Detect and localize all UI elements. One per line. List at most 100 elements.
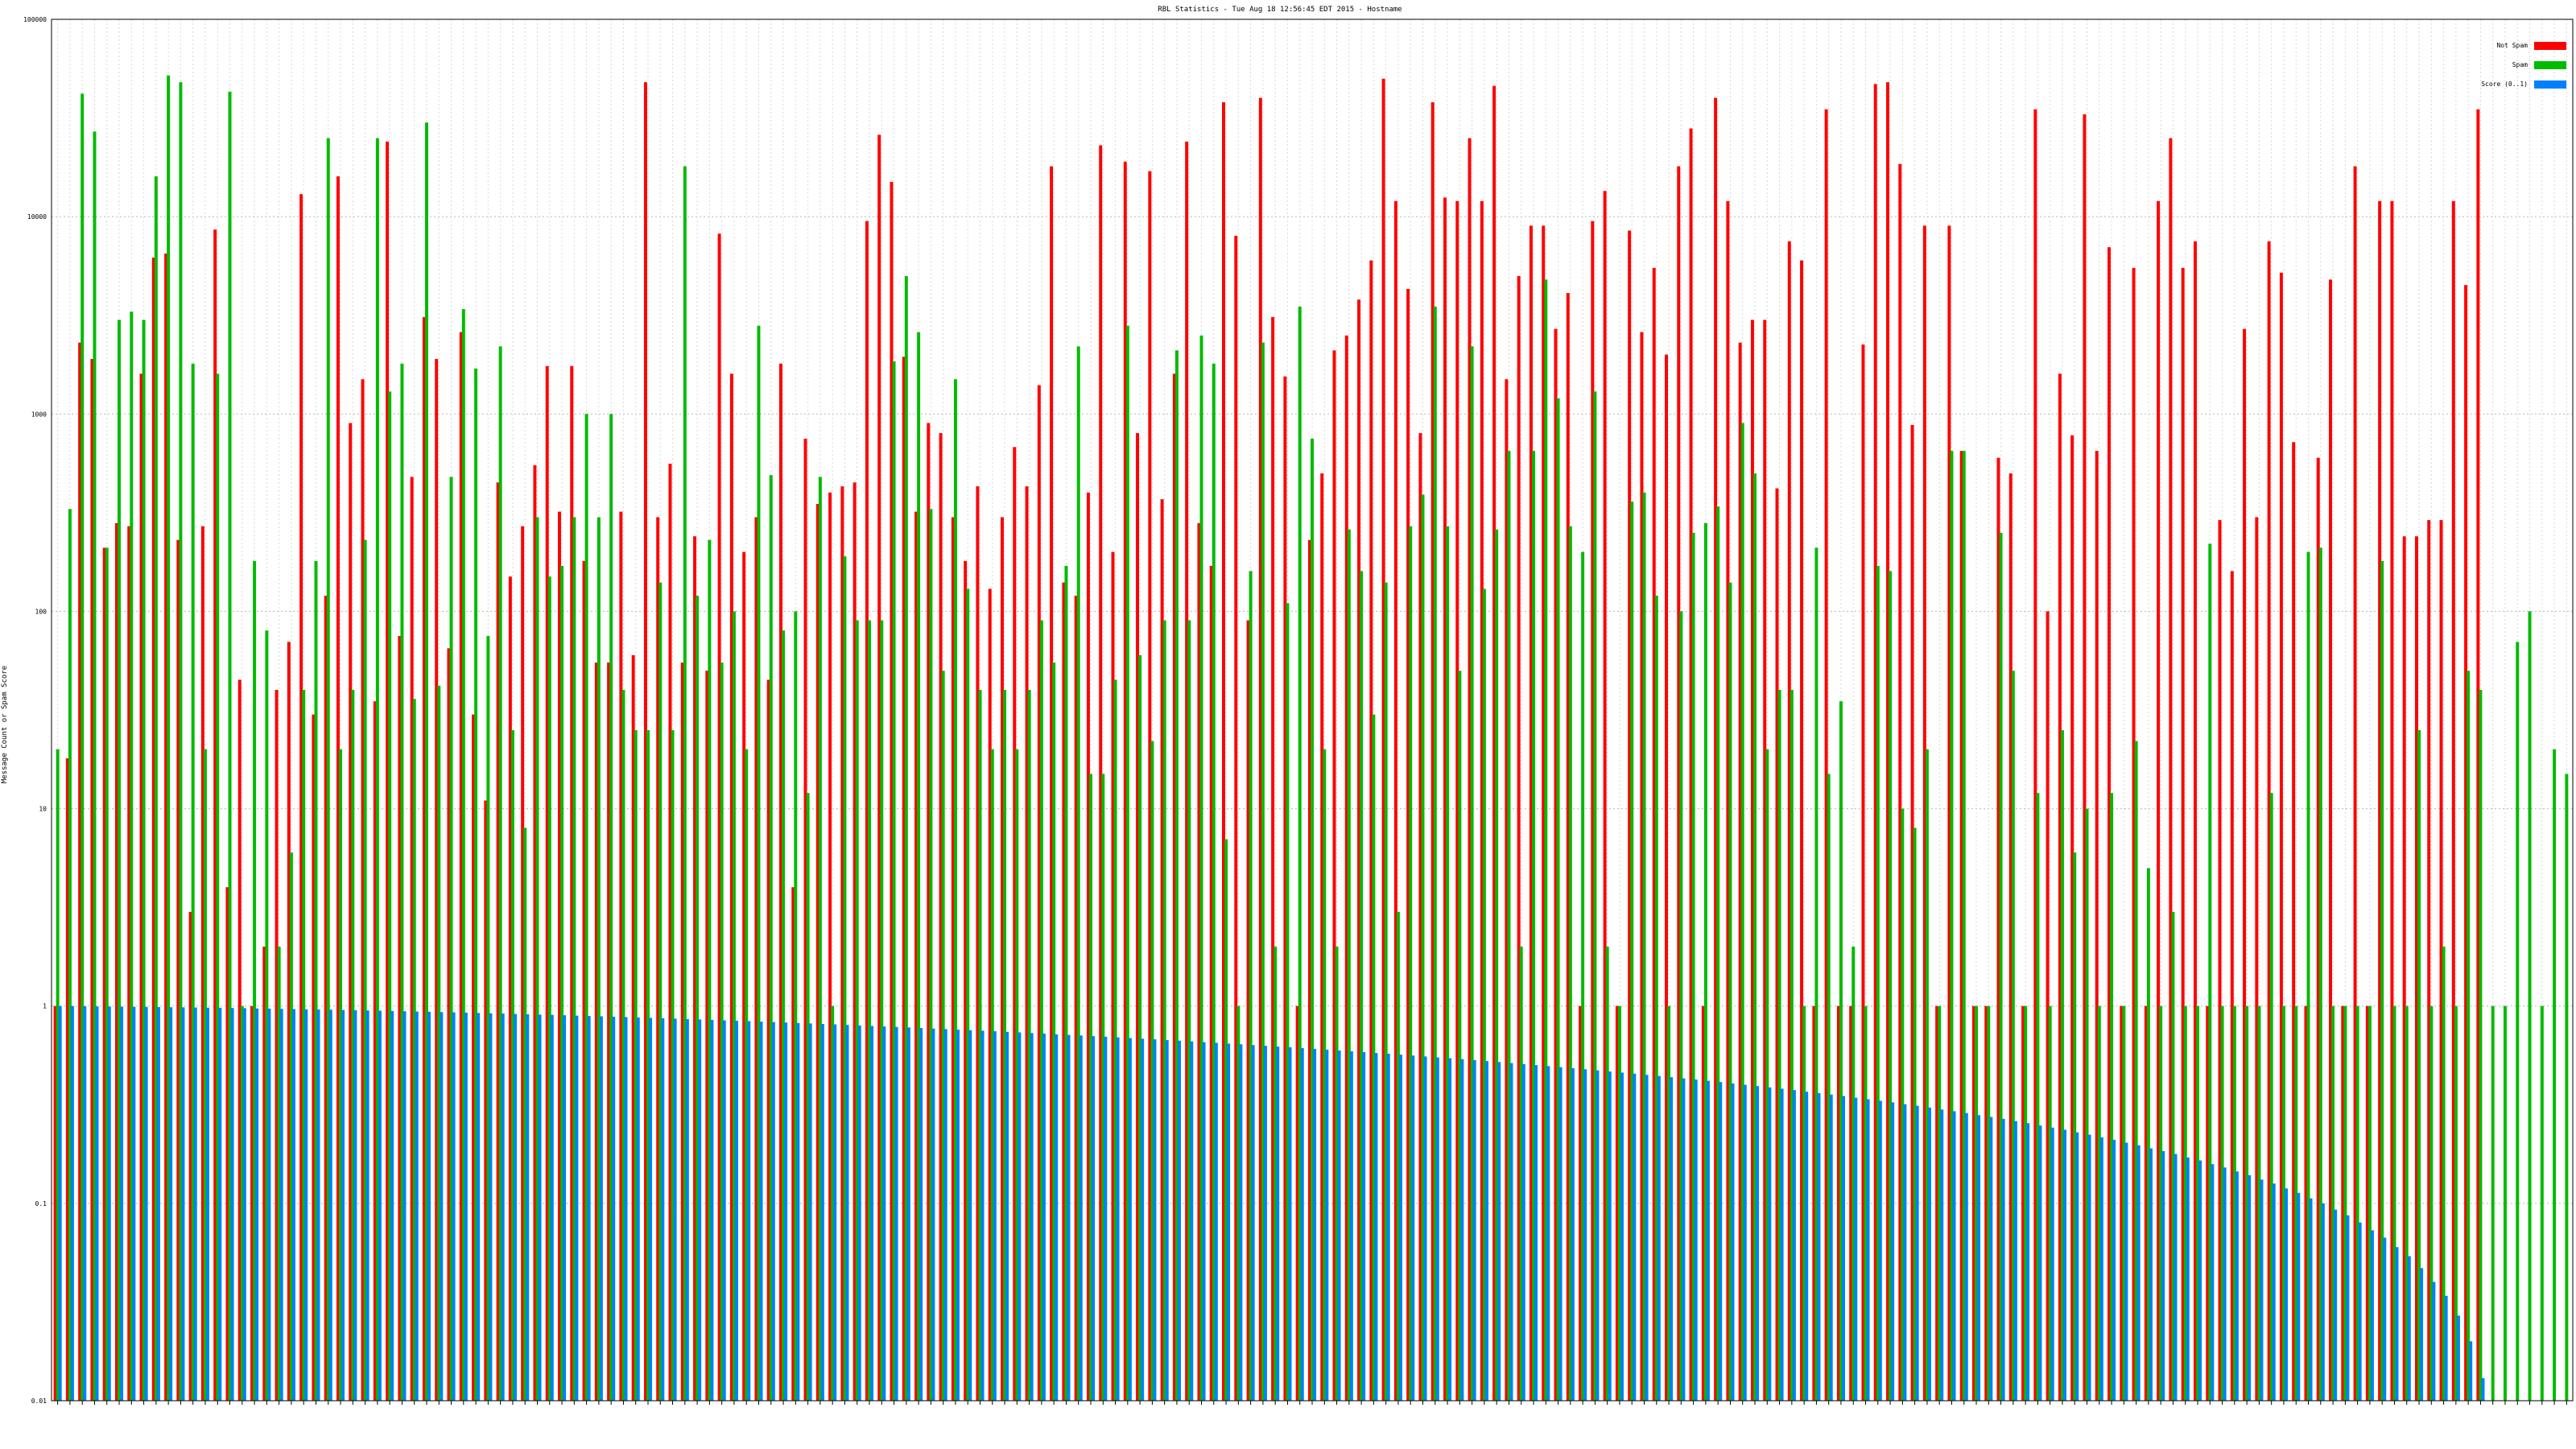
bar (1381, 78, 1385, 1401)
bar (1849, 1005, 1853, 1401)
bar (865, 221, 869, 1401)
bar (2146, 868, 2150, 1401)
bar (2220, 1005, 2224, 1401)
bar (1027, 689, 1031, 1401)
bar (1558, 1067, 1563, 1401)
bar (1190, 1041, 1194, 1401)
bar (840, 486, 844, 1401)
bar (2060, 730, 2064, 1401)
bar (2503, 1005, 2507, 1401)
bar (1236, 1005, 1241, 1401)
bar (2021, 1005, 2025, 1401)
bar (1964, 1113, 1968, 1401)
bar (2321, 1203, 2325, 1401)
bar (2193, 241, 2197, 1401)
bar (474, 368, 478, 1401)
bar (1261, 342, 1265, 1401)
bar (2407, 1256, 2411, 1401)
bar (890, 181, 894, 1401)
bar (1962, 451, 1966, 1401)
bar (1839, 701, 1843, 1401)
bar (365, 1010, 369, 1401)
bar (1546, 1066, 1550, 1401)
bar (722, 1020, 726, 1401)
bar (2491, 1005, 2495, 1401)
bar (2329, 279, 2333, 1401)
bar (636, 1017, 640, 1401)
bar (2516, 642, 2520, 1401)
bar (698, 1019, 702, 1401)
y-tick-label: 0.1 (35, 1200, 47, 1208)
bar (2026, 1123, 2030, 1401)
bar (1411, 1055, 1415, 1401)
bar (2235, 1171, 2239, 1401)
bar (1765, 749, 1769, 1401)
bar (1209, 565, 1213, 1401)
bar (118, 320, 122, 1401)
bar (2390, 200, 2394, 1401)
bar (1640, 332, 1644, 1401)
bar (1227, 1043, 1231, 1401)
bar (1768, 1087, 1772, 1401)
bar (612, 1016, 616, 1401)
bar (287, 642, 291, 1401)
bar (1568, 526, 1572, 1401)
bar (1645, 1075, 1649, 1401)
bar (1460, 1059, 1464, 1401)
bar (1805, 1092, 1809, 1401)
legend-label: Not Spam (2496, 42, 2528, 49)
bar (68, 509, 72, 1401)
bar (535, 517, 539, 1401)
bar (1030, 1033, 1034, 1401)
bar (2122, 1005, 2126, 1401)
bar (658, 582, 663, 1401)
bar (1162, 620, 1166, 1401)
bar (882, 1026, 886, 1401)
bar (2432, 1282, 2436, 1401)
bar (1212, 363, 1216, 1401)
bar (2048, 1005, 2052, 1401)
bar (1480, 200, 1484, 1401)
bar (2232, 1005, 2236, 1401)
bar (225, 887, 229, 1401)
bar (1583, 1069, 1587, 1401)
bar (943, 1029, 947, 1401)
bar (2476, 109, 2480, 1402)
bar (1891, 1102, 1895, 1401)
bar (312, 714, 316, 1401)
bar (341, 1009, 345, 1401)
bar (496, 482, 500, 1401)
bar (1679, 611, 1683, 1401)
bar (144, 1006, 148, 1401)
bar (361, 379, 365, 1402)
bar (1039, 620, 1043, 1401)
bar (1005, 1031, 1009, 1401)
bar (1922, 225, 1926, 1401)
bar (1042, 1033, 1046, 1401)
bar (582, 560, 586, 1401)
bar (732, 611, 736, 1401)
bar (1940, 1109, 1944, 1401)
bar (279, 1009, 283, 1401)
bar (1716, 506, 1720, 1401)
bar (545, 365, 549, 1401)
bar (902, 357, 906, 1401)
bar (1125, 325, 1129, 1402)
bar (1495, 529, 1499, 1401)
bar (1876, 565, 1880, 1401)
bar (2132, 267, 2136, 1402)
bar (980, 1030, 985, 1401)
bar (784, 1022, 788, 1401)
bar (2417, 730, 2421, 1401)
bar (1349, 1051, 1353, 1401)
bar (510, 730, 514, 1401)
bar (237, 679, 242, 1401)
bar (324, 596, 328, 1401)
bar (584, 414, 588, 1402)
bar (976, 486, 980, 1401)
bar (472, 714, 476, 1401)
bar (1344, 335, 1348, 1402)
bar (339, 749, 343, 1401)
bar (1665, 354, 1668, 1401)
bar (1775, 488, 1779, 1401)
